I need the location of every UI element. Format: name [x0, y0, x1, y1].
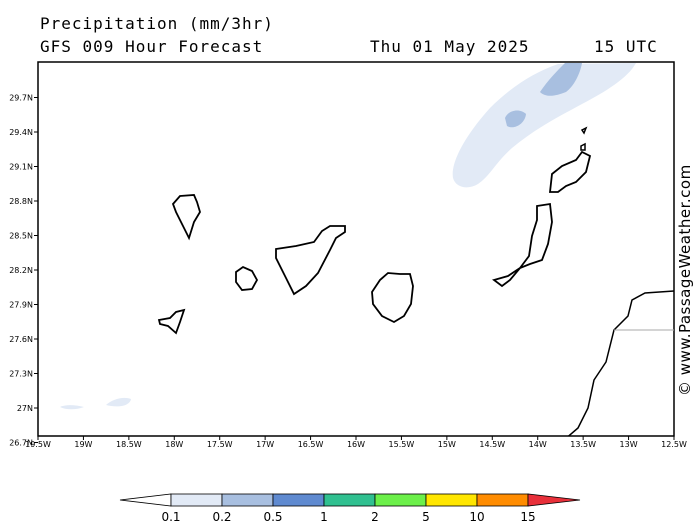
precip-area-light	[106, 397, 131, 407]
legend-swatch	[425, 493, 478, 507]
legend-label: 0.5	[263, 510, 282, 524]
legend-label: 0.2	[212, 510, 231, 524]
longitude-axis: 19.5W 19W 18.5W 18W 17.5W 17W 16.5W 16W 15.5W 15W…	[25, 436, 687, 449]
precip-area-medium	[505, 110, 526, 128]
lat-tick-label: 27N	[17, 404, 33, 413]
lon-tick-label: 18W	[165, 440, 183, 449]
legend-under-triangle	[119, 493, 172, 507]
lon-tick-label: 14W	[529, 440, 547, 449]
africa-coastline	[567, 290, 674, 436]
map-frame	[37, 61, 675, 437]
lat-tick-label: 27.6N	[9, 335, 33, 344]
lat-tick-label: 27.9N	[9, 301, 33, 310]
lon-tick-label: 17W	[256, 440, 274, 449]
legend-swatch	[221, 493, 274, 507]
precip-area-medium	[540, 63, 582, 96]
lon-tick-label: 16.5W	[298, 440, 324, 449]
lon-tick-label: 15W	[438, 440, 456, 449]
lon-tick-label: 14.5W	[479, 440, 505, 449]
copyright-credit: © www.PassageWeather.com	[676, 164, 694, 396]
island-la-palma	[171, 194, 201, 241]
legend-label: 10	[469, 510, 484, 524]
island-tenerife	[275, 225, 346, 296]
precip-area-light	[452, 63, 636, 188]
lon-tick-label: 12.5W	[661, 440, 687, 449]
legend-label: 15	[520, 510, 535, 524]
lat-tick-label: 29.7N	[9, 94, 33, 103]
forecast-label: GFS 009 Hour Forecast	[40, 37, 264, 56]
lon-tick-label: 15.5W	[389, 440, 415, 449]
island-la-gomera	[235, 265, 259, 291]
lon-tick-label: 13W	[620, 440, 638, 449]
lat-tick-label: 26.7N	[9, 439, 33, 448]
legend-label: 0.1	[161, 510, 180, 524]
island-el-hierro	[157, 308, 186, 335]
lon-tick-label: 19.5W	[25, 440, 51, 449]
lat-tick-label: 27.3N	[9, 370, 33, 379]
legend-label: 2	[371, 510, 379, 524]
legend-swatch	[170, 493, 223, 507]
product-title: Precipitation (mm/3hr)	[40, 14, 274, 33]
lat-tick-label: 28.5N	[9, 232, 33, 241]
lat-tick-label: 28.8N	[9, 197, 33, 206]
precip-area-light	[60, 405, 84, 410]
lat-tick-label: 28.2N	[9, 266, 33, 275]
island-lanzarote	[548, 150, 592, 193]
legend-swatch	[272, 493, 325, 507]
legend-label: 1	[320, 510, 328, 524]
legend-swatch	[374, 493, 427, 507]
lat-tick-label: 29.1N	[9, 163, 33, 172]
forecast-time: 15 UTC	[594, 37, 658, 56]
islet-alegranza	[580, 126, 588, 135]
legend-swatch-over	[527, 493, 581, 507]
legend-swatch	[323, 493, 376, 507]
precipitation-legend: 0.1 0.2 0.5 1 2 5 10 15	[119, 493, 581, 524]
legend-swatch	[476, 493, 529, 507]
island-fuerteventura	[492, 202, 553, 288]
lon-tick-label: 18.5W	[116, 440, 142, 449]
lon-tick-label: 13.5W	[570, 440, 596, 449]
lon-tick-label: 16W	[347, 440, 365, 449]
lon-tick-label: 17.5W	[207, 440, 233, 449]
island-gran-canaria	[371, 272, 414, 324]
latitude-axis: 29.7N 29.4N 29.1N 28.8N 28.5N 28.2N 27.9N 27.6N…	[9, 94, 38, 448]
lon-tick-label: 19W	[74, 440, 92, 449]
legend-label: 5	[422, 510, 430, 524]
island-la-graciosa	[580, 142, 586, 151]
forecast-date: Thu 01 May 2025	[370, 37, 530, 56]
lat-tick-label: 29.4N	[9, 128, 33, 137]
